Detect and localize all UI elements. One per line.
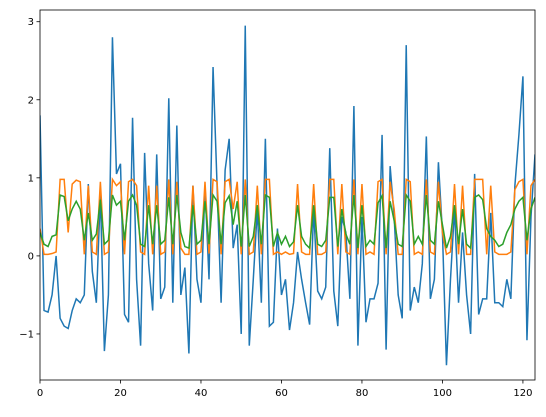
y-tick-label: 2 (28, 95, 34, 106)
y-tick-label: 0 (28, 251, 34, 262)
line (40, 192, 535, 250)
x-tick-label: 20 (114, 388, 127, 399)
y-tick-label: 3 (28, 17, 34, 28)
x-tick-label: 0 (37, 388, 43, 399)
y-tick-label: −1 (19, 329, 34, 340)
x-tick-label: 40 (195, 388, 208, 399)
x-tick-label: 60 (275, 388, 288, 399)
x-tick-label: 80 (356, 388, 369, 399)
x-tick-label: 100 (433, 388, 452, 399)
line (40, 25, 535, 366)
axes-frame (39, 9, 536, 381)
x-tick-label: 120 (513, 388, 532, 399)
y-tick-label: 1 (28, 173, 34, 184)
